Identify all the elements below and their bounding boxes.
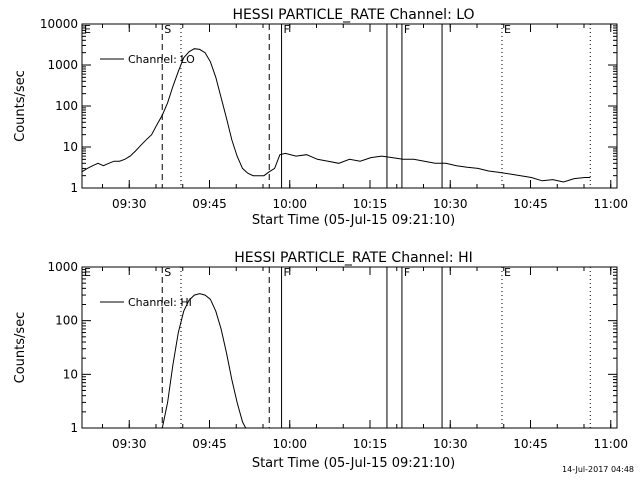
y-tick-label-0-1: 10 <box>63 140 78 154</box>
plot-frame-1 <box>81 266 618 429</box>
legend-label-1: Channel: HI <box>128 296 192 309</box>
event-marker-label-1-0: E <box>84 266 91 279</box>
x-tick-label-0-3: 10:15 <box>353 197 388 211</box>
event-marker-label-1-8: E <box>504 266 511 279</box>
series-line-0-0 <box>81 48 591 183</box>
y-tick-label-1-0: 1 <box>70 421 78 435</box>
y-tick-label-0-3: 1000 <box>47 58 78 72</box>
x-tick-label-1-4: 10:30 <box>433 437 468 451</box>
x-tick-label-0-2: 10:00 <box>272 197 307 211</box>
x-tick-label-1-1: 09:45 <box>192 437 227 451</box>
x-tick-label-0-0: 09:30 <box>112 197 147 211</box>
x-tick-label-0-5: 10:45 <box>513 197 548 211</box>
y-tick-label-1-1: 10 <box>63 367 78 381</box>
event-marker-label-1-1: S <box>164 266 171 279</box>
legend-label-0: Channel: LO <box>128 53 195 66</box>
series-line-1-0 <box>161 293 247 429</box>
y-tick-label-1-3: 1000 <box>47 260 78 274</box>
event-marker-label-1-6: F <box>404 266 410 279</box>
x-tick-label-1-2: 10:00 <box>272 437 307 451</box>
event-marker-label-0-0: E <box>84 23 91 36</box>
x-tick-label-1-3: 10:15 <box>353 437 388 451</box>
event-marker-label-0-8: E <box>504 23 511 36</box>
y-tick-label-0-2: 100 <box>55 99 78 113</box>
chart-title-0: HESSI PARTICLE_RATE Channel: LO <box>232 7 474 23</box>
x-tick-label-0-6: 11:00 <box>593 197 628 211</box>
event-marker-label-0-6: F <box>404 23 410 36</box>
y-axis-label-1: Counts/sec <box>13 312 28 384</box>
event-marker-label-1-4: F <box>284 266 290 279</box>
chart-title-1: HESSI PARTICLE_RATE Channel: HI <box>234 250 472 266</box>
event-marker-label-0-4: F <box>284 23 290 36</box>
x-tick-label-1-6: 11:00 <box>593 437 628 451</box>
x-tick-label-0-1: 09:45 <box>192 197 227 211</box>
y-tick-label-0-0: 1 <box>70 181 78 195</box>
x-tick-label-0-4: 10:30 <box>433 197 468 211</box>
x-axis-label-0: Start Time (05-Jul-15 09:21:10) <box>252 213 455 228</box>
y-tick-label-1-2: 100 <box>55 314 78 328</box>
x-tick-label-1-5: 10:45 <box>513 437 548 451</box>
x-axis-label-1: Start Time (05-Jul-15 09:21:10) <box>252 456 455 471</box>
footer-date: 14-Jul-2017 04:48 <box>561 465 634 474</box>
y-tick-label-0-4: 10000 <box>40 17 78 31</box>
event-marker-label-0-1: S <box>164 23 171 36</box>
x-tick-label-1-0: 09:30 <box>112 437 147 451</box>
y-axis-label-0: Counts/sec <box>13 70 28 142</box>
